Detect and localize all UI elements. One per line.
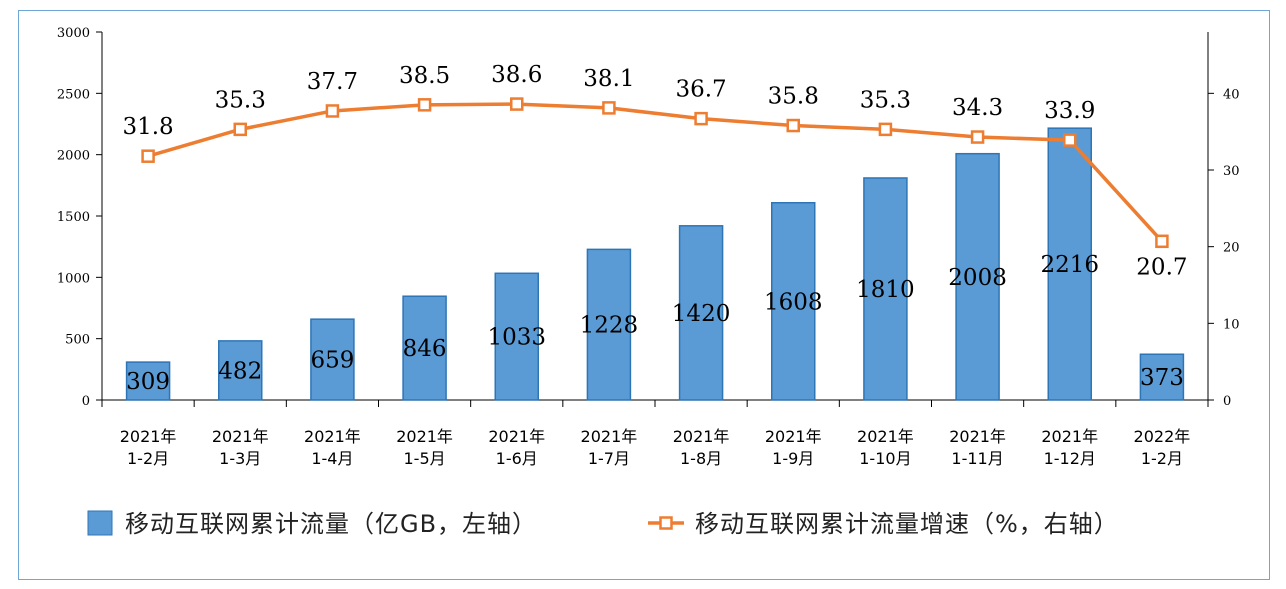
line-point-marker [694,111,708,126]
legend-line-label: 移动互联网累计流量增速（%，右轴） [695,510,1119,538]
legend-bar-swatch [87,510,113,536]
line-value-label: 20.7 [1136,254,1187,280]
x-axis-tick-label: 1-4月 [311,449,353,468]
right-axis-tick-label: 40 [1223,87,1240,102]
line-point-marker [233,122,247,137]
x-axis-tick-label: 1-2月 [127,449,169,468]
x-axis-tick-label: 2021年 [212,427,269,446]
bar [678,225,724,401]
bar [1139,353,1185,401]
right-axis-tick-label: 30 [1223,164,1240,179]
bar-value-label: 846 [403,336,447,362]
bar [863,177,908,401]
bar [494,272,539,401]
bar [402,295,447,401]
left-axis-tick-label: 3000 [57,26,90,41]
line-point-marker [417,98,432,112]
x-axis-tick-label: 2021年 [120,427,177,446]
bar [955,152,1000,401]
line-value-label: 34.3 [952,95,1003,121]
x-axis-tick-label: 1-5月 [404,449,446,468]
x-axis-tick-label: 1-10月 [859,449,911,468]
bar [771,202,816,401]
left-axis-tick-label: 2500 [57,87,90,102]
line-value-label: 38.1 [583,66,634,92]
x-axis-tick-label: 2021年 [396,427,453,446]
bar [218,340,263,401]
left-axis-tick-label: 1000 [57,271,90,286]
line-point-marker [141,149,155,163]
bar-value-label: 659 [310,348,354,374]
x-axis-tick-label: 1-3月 [219,449,261,468]
bar [1047,127,1092,401]
line-value-label: 38.5 [399,63,450,89]
right-axis-tick-label: 20 [1223,241,1240,256]
x-axis-tick-label: 1-9月 [772,449,814,468]
bar-value-label: 373 [1140,365,1184,391]
bar [125,361,171,401]
legend-line-marker [659,516,673,530]
x-axis-tick-label: 1-8月 [680,449,722,468]
bar-value-label: 1420 [672,301,731,327]
bar-value-label: 482 [218,358,262,384]
left-axis-tick-label: 1500 [57,210,90,225]
x-axis-tick-label: 2021年 [765,427,822,446]
bar-value-label: 2008 [948,265,1007,291]
right-axis-tick-label: 0 [1223,394,1231,409]
line-point-marker [878,122,893,137]
bar [586,248,632,401]
line-value-label: 36.7 [675,77,726,103]
growth-line [147,102,1164,243]
line-point-marker [1155,234,1169,249]
right-axis-tick-label: 10 [1223,317,1240,332]
x-axis-tick-label: 1-12月 [1044,449,1096,468]
bar [310,318,355,401]
line-value-label: 35.8 [768,84,819,110]
line-point-marker [1063,133,1077,147]
x-axis-tick-label: 1-7月 [588,449,630,468]
x-axis-tick-label: 2021年 [1041,427,1098,446]
bar-value-label: 1810 [856,277,915,303]
bar-value-label: 1033 [487,325,546,351]
line-value-label: 35.3 [215,87,266,113]
line-point-marker [786,118,800,133]
chart-frame [18,10,1270,580]
left-axis-tick-label: 500 [65,333,90,348]
x-axis-tick-label: 2021年 [949,427,1006,446]
left-axis-tick-label: 2000 [57,149,90,164]
x-axis-tick-label: 2021年 [857,427,914,446]
bar-value-label: 309 [126,369,170,395]
bar-value-label: 2216 [1040,252,1099,278]
line-value-label: 35.3 [860,87,911,113]
x-axis-tick-label: 2021年 [488,427,545,446]
line-value-label: 37.7 [307,69,358,95]
x-axis-tick-label: 2021年 [304,427,361,446]
left-axis-tick-label: 0 [82,394,90,409]
line-point-marker [970,130,985,144]
bar-value-label: 1608 [764,289,823,315]
line-value-label: 38.6 [491,62,542,88]
line-value-label: 31.8 [122,114,173,140]
x-axis-tick-label: 1-2月 [1141,449,1183,468]
x-axis-tick-label: 1-6月 [496,449,538,468]
line-point-marker [325,104,340,118]
line-point-marker [602,101,616,115]
line-point-marker [510,97,524,111]
x-axis-tick-label: 1-11月 [951,449,1003,468]
x-axis-tick-label: 2021年 [673,427,730,446]
bar-value-label: 1228 [580,313,639,339]
x-axis-tick-label: 2022年 [1134,427,1191,446]
line-value-label: 33.9 [1044,98,1095,124]
legend-bar-label: 移动互联网累计流量（亿GB，左轴） [125,510,537,538]
x-axis-tick-label: 2021年 [581,427,638,446]
